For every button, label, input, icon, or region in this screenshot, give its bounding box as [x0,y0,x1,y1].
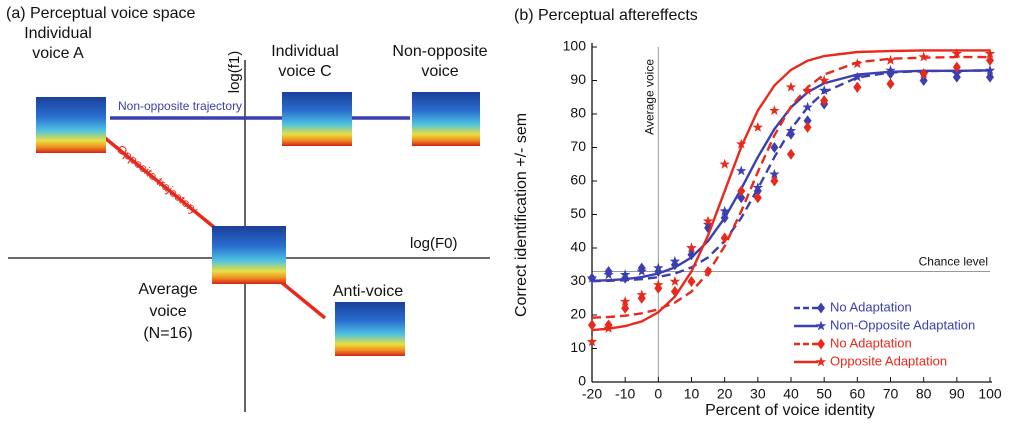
diamond-marker [804,122,812,133]
star-marker [753,122,764,132]
voice-label: voice A [32,45,84,62]
star-marker [719,159,730,169]
x-tick-label: 30 [750,386,766,402]
diamond-marker [853,82,861,93]
trajectory-label: Non-opposite trajectory [118,99,242,113]
x-tick-label: 70 [883,386,899,402]
y-tick-label: 30 [570,272,586,288]
x-tick-label: 80 [916,386,932,402]
x-tick-label: 60 [850,386,866,402]
voice-label: Non-opposite [392,43,487,60]
star-marker [736,165,747,175]
voice-label: voice C [278,63,331,80]
panel-b: (b) Perceptual aftereffects Percent of v… [513,7,1002,419]
reference-label: Chance level [919,255,988,269]
voice-label: Individual [271,43,339,60]
spectrogram [36,97,106,153]
legend-label: Opposite Adaptation [830,353,947,368]
x-tick-label: 0 [654,386,662,402]
voice-label: Average [138,281,197,298]
y-tick-label: 10 [570,339,586,355]
star-marker [603,269,613,279]
voice-label: Anti-voice [333,283,403,300]
diamond-marker [787,149,795,160]
panel-title: (a) Perceptual voice space [6,5,196,22]
y-tick-label: 70 [570,138,586,154]
y-tick-label: 20 [570,306,586,322]
voice-label: (N=16) [143,325,192,342]
reference-label: Average voice [643,59,657,135]
star-marker [603,323,613,333]
legend-label: Non-Opposite Adaptation [830,317,975,332]
diamond-marker [986,72,994,83]
spectrogram [282,92,352,146]
figure: (a) Perceptual voice space log(f1) log(F… [0,0,1012,426]
y-tick-label: 40 [570,239,586,255]
star-marker [786,82,796,92]
legend-label: No Adaptation [830,335,912,350]
x-tick-label: 100 [978,386,1002,402]
y-tick-label: 90 [570,71,586,87]
star-marker [885,55,895,65]
panel-a: (a) Perceptual voice space log(f1) log(F… [6,5,490,412]
star-marker [918,52,929,62]
x-tick-label: -10 [615,386,635,402]
trajectory-label: Opposite trajectory [114,142,201,217]
star-marker [852,58,863,68]
spectrograms [36,92,480,356]
diamond-marker [770,176,778,187]
legend-label: No Adaptation [830,299,912,314]
axis-label: log(F0) [410,235,458,252]
voice-label: voice [421,63,458,80]
spectrogram [335,302,405,356]
y-tick-label: 100 [563,38,587,54]
y-tick-label: 50 [570,205,586,221]
x-axis-label: Percent of voice identity [705,402,875,419]
y-tick-label: 60 [570,172,586,188]
star-marker [670,276,680,286]
y-tick-label: 80 [570,105,586,121]
x-tick-label: -20 [582,386,602,402]
diamond-marker [986,55,994,66]
star-marker [637,266,648,276]
voice-label: voice [149,303,186,320]
x-tick-label: 40 [783,386,799,402]
y-axis-label: Correct identification +/- sem [513,113,530,317]
x-tick-label: 90 [949,386,965,402]
spectrogram [412,92,480,146]
x-tick-label: 50 [816,386,832,402]
legend-marker [816,321,826,331]
voice-label: Individual [24,25,92,42]
x-tick-label: 20 [717,386,733,402]
x-tick-label: 10 [684,386,700,402]
diamond-marker [721,232,729,243]
axis-label: log(f1) [226,51,243,94]
legend-marker [817,303,825,314]
spectrogram [212,226,286,284]
diamond-marker [621,303,629,314]
chart-title: (b) Perceptual aftereffects [514,7,698,24]
legend-marker [817,339,825,350]
star-marker [769,105,779,115]
diamond-marker [887,78,895,89]
legend-marker [816,357,826,367]
